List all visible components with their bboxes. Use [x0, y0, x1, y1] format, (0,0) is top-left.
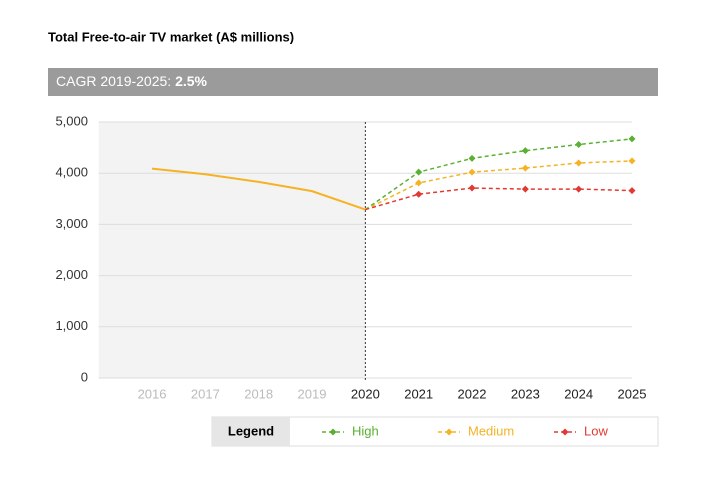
subtitle-value: 2.5% [175, 73, 207, 89]
legend-title: Legend [228, 423, 274, 438]
y-tick-label: 5,000 [55, 113, 88, 128]
x-tick-label: 2024 [564, 386, 593, 401]
legend-marker [561, 428, 569, 436]
subtitle: CAGR 2019-2025: 2.5% [56, 73, 208, 89]
x-tick-label: 2018 [244, 386, 273, 401]
marker [468, 168, 476, 176]
series-line [365, 160, 633, 211]
history-shade [98, 122, 366, 378]
marker [628, 187, 636, 195]
marker [521, 164, 529, 172]
x-tick-label: 2023 [511, 386, 540, 401]
marker [415, 179, 423, 187]
y-tick-label: 1,000 [55, 318, 88, 333]
legend-title-cell [212, 417, 290, 446]
subtitle-banner [48, 68, 658, 96]
marker [521, 147, 529, 155]
legend-label: Medium [468, 423, 514, 438]
marker [575, 159, 583, 167]
marker [521, 185, 529, 193]
series-line [365, 187, 633, 211]
x-tick-label: 2025 [618, 386, 647, 401]
marker [415, 190, 423, 198]
x-tick-label: 2016 [138, 386, 167, 401]
legend-label: Low [584, 423, 608, 438]
marker [575, 185, 583, 193]
series-line [151, 167, 366, 211]
marker [468, 184, 476, 192]
chart-title: Total Free-to-air TV market (A$ millions… [48, 29, 294, 44]
y-tick-label: 2,000 [55, 267, 88, 282]
y-tick-label: 0 [81, 369, 88, 384]
y-tick-label: 4,000 [55, 165, 88, 180]
marker [468, 154, 476, 162]
x-tick-label: 2020 [351, 386, 380, 401]
x-tick-label: 2022 [458, 386, 487, 401]
legend-label: High [352, 423, 379, 438]
marker [628, 135, 636, 143]
y-tick-label: 3,000 [55, 216, 88, 231]
x-tick-label: 2017 [191, 386, 220, 401]
series-line [364, 138, 633, 211]
legend-marker [329, 428, 337, 436]
marker [628, 157, 636, 165]
marker [415, 168, 423, 176]
subtitle-label: CAGR 2019-2025: [56, 73, 171, 89]
legend-marker [445, 428, 453, 436]
marker [575, 141, 583, 149]
x-tick-label: 2019 [298, 386, 327, 401]
x-tick-label: 2021 [404, 386, 433, 401]
